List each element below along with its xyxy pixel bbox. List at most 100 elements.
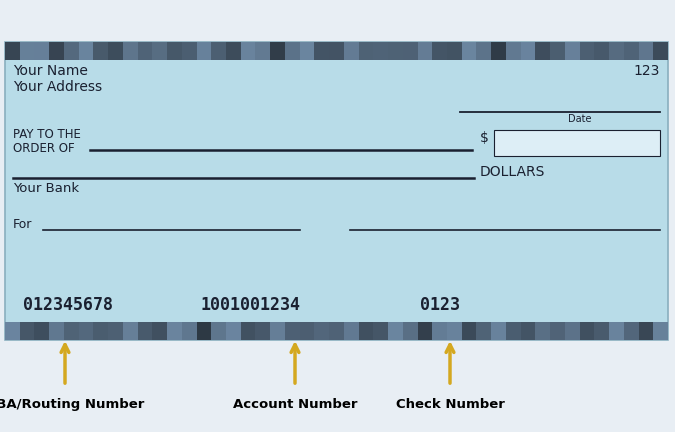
Bar (5, 42, 20, 60)
Bar (255, 322, 270, 340)
Text: PAY TO THE: PAY TO THE (13, 128, 81, 141)
Text: Account Number: Account Number (233, 398, 357, 411)
Bar (300, 42, 315, 60)
Bar (153, 322, 167, 340)
Bar (315, 322, 329, 340)
Bar (123, 42, 138, 60)
Bar (447, 42, 462, 60)
Text: 012345678: 012345678 (23, 296, 113, 314)
Bar (520, 42, 535, 60)
Bar (49, 42, 64, 60)
Bar (5, 322, 20, 340)
Bar (373, 322, 388, 340)
Bar (34, 42, 49, 60)
Bar (108, 322, 123, 340)
Bar (20, 322, 34, 340)
Text: 0123: 0123 (420, 296, 460, 314)
Bar (609, 42, 624, 60)
Bar (609, 322, 624, 340)
Bar (624, 42, 639, 60)
Bar (594, 42, 609, 60)
Bar (653, 42, 668, 60)
Bar (226, 42, 241, 60)
Bar (20, 42, 34, 60)
Bar (34, 322, 49, 340)
Bar (403, 322, 418, 340)
Bar (580, 42, 594, 60)
Bar (270, 322, 285, 340)
Bar (358, 42, 373, 60)
Bar (5, 42, 668, 340)
Text: Your Name: Your Name (13, 64, 88, 78)
Bar (477, 42, 491, 60)
Bar (93, 42, 108, 60)
Bar (550, 322, 565, 340)
Bar (153, 42, 167, 60)
Bar (624, 322, 639, 340)
Bar (182, 42, 196, 60)
Text: DOLLARS: DOLLARS (480, 165, 545, 179)
Bar (285, 322, 300, 340)
Bar (358, 322, 373, 340)
Bar (241, 322, 255, 340)
Bar (477, 322, 491, 340)
Bar (388, 322, 403, 340)
Bar (535, 322, 550, 340)
Text: Check Number: Check Number (396, 398, 504, 411)
Bar (494, 130, 660, 156)
Text: For: For (13, 219, 32, 232)
Bar (639, 322, 653, 340)
Text: ORDER OF: ORDER OF (13, 142, 75, 155)
Bar (196, 322, 211, 340)
Bar (594, 322, 609, 340)
Bar (491, 322, 506, 340)
Text: ABA/Routing Number: ABA/Routing Number (0, 398, 144, 411)
Bar (418, 322, 432, 340)
Bar (462, 42, 477, 60)
Bar (167, 322, 182, 340)
Bar (300, 322, 315, 340)
Text: Your Address: Your Address (13, 80, 102, 94)
Bar (418, 42, 432, 60)
Bar (93, 322, 108, 340)
Bar (138, 42, 153, 60)
Bar (167, 42, 182, 60)
Bar (49, 322, 64, 340)
Bar (108, 42, 123, 60)
Bar (255, 42, 270, 60)
Bar (520, 322, 535, 340)
Bar (64, 42, 79, 60)
Bar (211, 322, 226, 340)
Bar (432, 322, 447, 340)
Bar (462, 322, 477, 340)
Bar (447, 322, 462, 340)
Bar (226, 322, 241, 340)
Bar (329, 42, 344, 60)
Bar (241, 42, 255, 60)
Bar (535, 42, 550, 60)
Bar (285, 42, 300, 60)
Bar (580, 322, 594, 340)
Bar (64, 322, 79, 340)
Bar (506, 42, 520, 60)
Bar (565, 322, 580, 340)
Bar (565, 42, 580, 60)
Bar (344, 42, 358, 60)
Text: $: $ (480, 131, 489, 145)
Bar (388, 42, 403, 60)
Text: 123: 123 (634, 64, 660, 78)
Bar (196, 42, 211, 60)
Bar (79, 322, 93, 340)
Bar (491, 42, 506, 60)
Bar (432, 42, 447, 60)
Bar (138, 322, 153, 340)
Bar (653, 322, 668, 340)
Bar (79, 42, 93, 60)
Bar (506, 322, 520, 340)
Bar (639, 42, 653, 60)
Text: Your Bank: Your Bank (13, 182, 79, 195)
Bar (329, 322, 344, 340)
Text: 1001001234: 1001001234 (200, 296, 300, 314)
Text: Date: Date (568, 114, 592, 124)
Bar (373, 42, 388, 60)
